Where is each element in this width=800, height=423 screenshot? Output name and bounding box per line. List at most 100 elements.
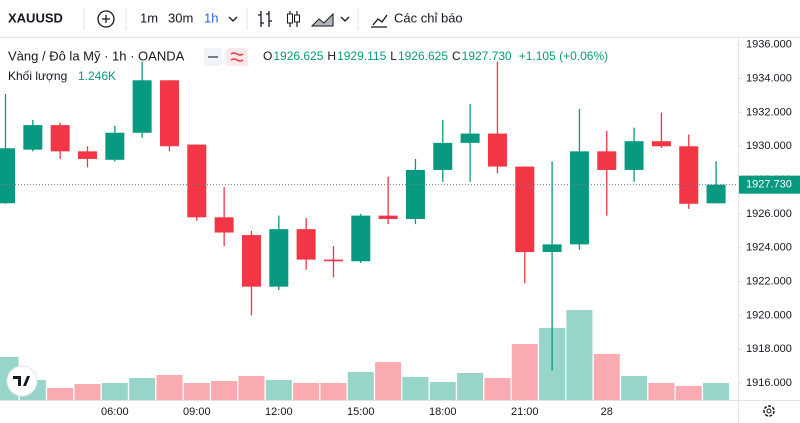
interval-active[interactable]: 1h: [204, 10, 218, 25]
candle-body: [597, 151, 617, 170]
indicators[interactable]: Các chỉ báo: [394, 10, 463, 25]
last-price-label: 1927.730: [746, 179, 792, 191]
x-tick-label: 12:00: [265, 406, 293, 418]
volume-bar: [375, 362, 402, 400]
candles-icon-body: [294, 14, 300, 23]
candle-body: [433, 142, 453, 170]
y-tick-label: 1932.000: [746, 106, 792, 118]
settings-icon-center: [766, 408, 772, 414]
candle-body: [378, 215, 398, 219]
legend-btn[interactable]: [226, 48, 248, 66]
candle-body: [405, 169, 425, 219]
candle-body: [0, 148, 15, 204]
x-tick-label: 21:00: [511, 406, 539, 418]
y-tick-label: 1918.000: [746, 343, 792, 355]
volume-bar: [593, 353, 620, 400]
y-tick-label: 1916.000: [746, 377, 792, 389]
ohlc-value: 1926.625: [398, 49, 448, 63]
volume-bar: [74, 384, 101, 400]
add-icon[interactable]: [97, 10, 115, 28]
candle-body: [159, 80, 179, 147]
candle-body: [651, 141, 671, 147]
volume-bar: [293, 382, 320, 400]
instrument: Vàng / Đô la Mỹ · 1h · OANDA: [8, 48, 185, 63]
candle-body: [241, 235, 261, 287]
interval[interactable]: 1m: [140, 10, 158, 25]
volume-bar: [156, 375, 183, 400]
bars-icon[interactable]: [258, 11, 272, 27]
volume-bar: [675, 385, 702, 400]
volume-bar: [183, 382, 210, 400]
y-tick-label: 1926.000: [746, 208, 792, 220]
interval[interactable]: 30m: [168, 10, 193, 25]
last-price-tag: [739, 175, 800, 194]
plot: [0, 61, 738, 400]
volume-bar: [703, 382, 730, 400]
candle-body: [296, 229, 316, 260]
volume-bar: [129, 378, 156, 400]
ohlc-key: H: [327, 49, 336, 63]
area-icon[interactable]: [310, 12, 334, 27]
candle-body: [50, 125, 70, 152]
volume-bar: [347, 372, 374, 400]
symbol[interactable]: XAUUSD: [8, 10, 63, 25]
candle-body: [542, 244, 562, 252]
candle-body: [569, 151, 589, 245]
x-tick-label: 09:00: [183, 406, 211, 418]
ohlc-value: 1929.115: [337, 49, 386, 63]
y-tick-label: 1920.000: [746, 309, 792, 321]
y-tick-label: 1924.000: [746, 242, 792, 254]
candles-icon-body: [287, 13, 293, 24]
dropdown-icon[interactable]: [228, 16, 238, 22]
volume-bar: [320, 382, 347, 400]
volume-bar: [484, 378, 511, 400]
candle-body: [706, 184, 726, 204]
candle-body: [460, 133, 480, 143]
y-tick-label: 1930.000: [746, 140, 792, 152]
x-tick-label: 28: [601, 406, 613, 418]
candle-body: [487, 133, 507, 167]
volume-bar: [101, 382, 128, 400]
indicators-icon[interactable]: [371, 14, 388, 28]
volume-value: 1.246K: [78, 69, 116, 83]
candle-body: [132, 80, 152, 133]
volume-bar: [457, 372, 484, 400]
candle-body: [77, 151, 97, 159]
candle-body: [214, 217, 234, 233]
volume-bar: [47, 387, 74, 400]
volume-bar: [566, 310, 593, 400]
volume-bar: [511, 344, 538, 400]
volume-bar: [429, 381, 456, 400]
volume-bar: [648, 382, 675, 400]
x-tick-label: 18:00: [429, 406, 457, 418]
y-tick-label: 1934.000: [746, 73, 792, 85]
y-tick-label: 1936.000: [746, 39, 792, 51]
candle-body: [23, 125, 43, 150]
ohlc-key: O: [263, 49, 272, 63]
logo-mark: [13, 376, 30, 386]
settings-icon[interactable]: [763, 405, 775, 417]
volume-label: Khối lượng: [8, 69, 67, 83]
candle-body: [187, 144, 207, 218]
volume-bar: [211, 381, 238, 400]
ohlc-key: L: [390, 49, 397, 63]
ohlc-value: 1927.730: [462, 49, 512, 63]
volume-bar: [621, 375, 648, 400]
volume-bar: [238, 375, 265, 400]
candle-body: [323, 259, 343, 262]
dropdown-icon[interactable]: [340, 16, 350, 22]
candle-body: [624, 141, 644, 170]
ohlc-key: C: [452, 49, 461, 63]
candle-body: [351, 215, 371, 262]
candle-body: [515, 166, 535, 252]
logo[interactable]: [6, 365, 38, 397]
candle-body: [679, 146, 699, 204]
x-tick-label: 15:00: [347, 406, 375, 418]
ohlc-value: 1926.625: [273, 49, 323, 63]
ohlc-legend: O 1926.625 H 1929.115 L 1926.625 C 1927.730 +1.1…: [263, 49, 608, 63]
volume-bar: [402, 376, 429, 400]
change: +1.105 (+0.06%): [519, 49, 608, 63]
add-icon-plus: [102, 15, 110, 23]
volume-bar: [265, 379, 292, 400]
candle-body: [105, 132, 125, 160]
